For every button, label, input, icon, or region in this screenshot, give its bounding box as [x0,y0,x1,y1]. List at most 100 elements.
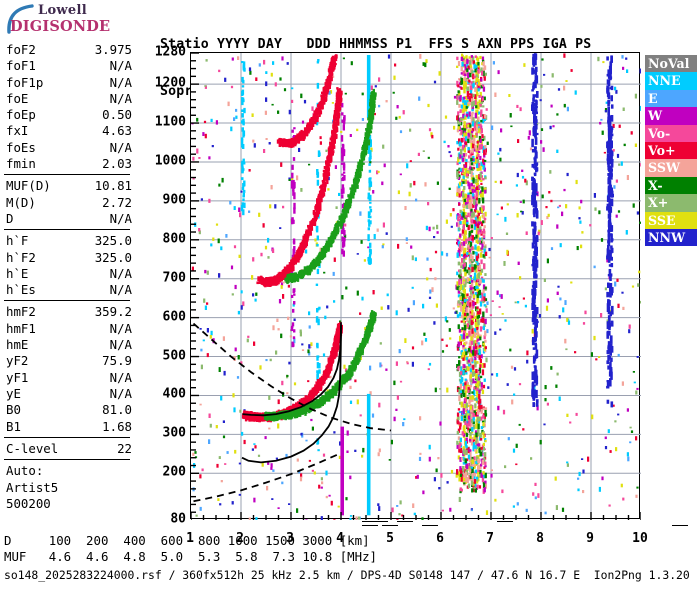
clutter-pixel [459,95,462,100]
noise-pixel [500,206,503,210]
clutter-pixel [470,253,473,259]
clutter-pixel [476,285,479,289]
noise-pixel [456,141,459,145]
param-key: h`E [6,265,29,281]
clutter-pixel [462,113,465,119]
noise-pixel [574,90,577,95]
interference-pixel [606,321,610,330]
clutter-pixel [463,128,467,131]
ionogram-plot[interactable] [190,52,641,520]
noise-pixel [329,90,333,94]
clutter-pixel [480,387,483,391]
clutter-pixel [474,251,477,254]
noise-pixel [530,457,533,460]
interference-pixel [464,179,467,185]
noise-pixel [210,118,213,122]
clutter-pixel [462,276,465,280]
clutter-pixel [479,226,482,230]
interference-pixel [535,349,539,359]
clutter-pixel [461,352,464,358]
clutter-pixel [471,255,474,262]
noise-pixel [513,393,516,396]
clutter-pixel [462,318,465,323]
clutter-pixel [468,421,471,427]
clutter-pixel [476,339,479,343]
clutter-pixel [462,153,466,157]
noise-pixel [579,220,582,224]
interference-pixel [463,87,466,94]
interference-pixel [610,233,613,243]
interference-pixel [611,287,614,293]
clutter-pixel [466,323,470,328]
noise-pixel [556,149,559,153]
interference-pixel [608,264,612,267]
clutter-pixel [467,72,470,79]
clutter-pixel [474,350,477,356]
noise-pixel [283,88,287,92]
clutter-pixel [476,443,479,447]
clutter-pixel [479,301,483,307]
clutter-pixel [466,383,469,389]
clutter-pixel [457,250,461,253]
noise-pixel [341,295,344,300]
clutter-pixel [474,67,477,73]
clutter-pixel [458,411,462,414]
clutter-pixel [480,259,483,265]
interference-pixel [342,144,345,150]
noise-pixel [621,291,624,294]
noise-pixel [288,179,291,181]
interference-pixel [470,300,473,304]
clutter-pixel [477,69,480,74]
clutter-pixel [460,148,463,155]
interference-pixel [535,400,539,406]
clutter-pixel [467,463,470,469]
noise-pixel [224,463,227,465]
clutter-pixel [480,128,483,134]
param-row-ye: yE N/A [0,386,140,402]
noise-pixel [570,69,573,72]
noise-pixel [519,276,522,280]
echo-pixel [337,323,341,327]
noise-pixel [308,344,311,349]
noise-pixel [234,449,237,454]
noise-pixel [218,273,221,278]
interference-pixel [534,137,538,145]
noise-pixel [612,404,615,407]
clutter-pixel [482,407,485,411]
noise-pixel [200,348,203,352]
interference-pixel [531,242,535,249]
clutter-pixel [468,249,471,253]
echo-pixel [293,413,296,416]
param-group-divider [4,229,130,231]
clutter-pixel [466,396,469,400]
clutter-pixel [462,408,465,415]
noise-pixel [574,351,577,354]
clutter-pixel [459,335,462,342]
noise-pixel [514,301,517,304]
clutter-pixel [467,359,470,363]
noise-pixel [252,257,255,262]
clutter-pixel [463,256,466,259]
clutter-pixel [479,448,483,454]
interference-pixel [291,322,295,327]
clutter-pixel [460,329,463,333]
clutter-pixel [482,289,485,294]
clutter-pixel [483,487,486,493]
interference-pixel [367,196,370,200]
noise-pixel [296,458,299,462]
noise-pixel [305,249,308,254]
clutter-pixel [468,96,471,102]
clutter-pixel [462,204,465,208]
clutter-pixel [458,329,462,333]
noise-pixel [499,328,502,331]
noise-pixel [258,63,261,67]
clutter-pixel [470,172,473,177]
clutter-pixel [477,84,480,90]
interference-pixel [463,350,466,353]
interference-pixel [609,274,612,281]
clutter-pixel [462,59,465,63]
noise-pixel [435,468,438,473]
clutter-pixel [473,199,476,205]
param-row-hes: h`Es N/A [0,282,140,298]
clutter-pixel [458,446,461,453]
